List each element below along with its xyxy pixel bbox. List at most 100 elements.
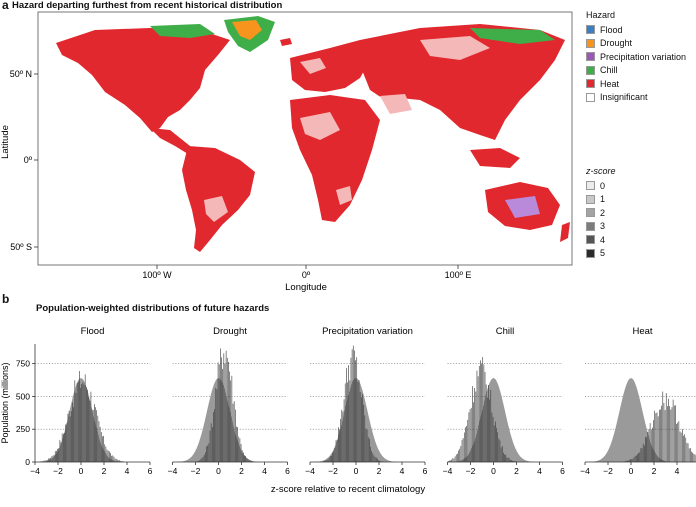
histogram-bar bbox=[626, 460, 628, 462]
zscore-legend-item: 1 bbox=[586, 193, 616, 207]
histogram-bar bbox=[351, 349, 353, 462]
map-x-tick-label: 100º E bbox=[445, 270, 472, 280]
x-tick-label: 6 bbox=[148, 466, 153, 476]
map-axes: 100º W 0º 100º E 50º N 0º 50º S Longitude Latit… bbox=[0, 69, 471, 293]
histogram-bar bbox=[362, 394, 363, 462]
histogram-bar bbox=[630, 459, 631, 462]
x-tick-label: 2 bbox=[652, 466, 657, 476]
histogram-bar bbox=[371, 450, 372, 462]
histogram-bar bbox=[472, 386, 473, 462]
histogram-bar bbox=[647, 432, 649, 462]
histogram-bar bbox=[213, 412, 214, 462]
zscore-legend-label: 0 bbox=[600, 180, 606, 191]
histogram-bar bbox=[485, 384, 487, 462]
distribution-panel: −4−20246Heat bbox=[580, 326, 696, 476]
histogram-bar bbox=[226, 357, 228, 462]
histogram-bar bbox=[82, 382, 84, 462]
hazard-legend-swatch bbox=[586, 92, 595, 102]
x-tick-label: −2 bbox=[603, 466, 613, 476]
histogram-bar bbox=[236, 426, 237, 462]
histogram-bar bbox=[65, 424, 66, 462]
map-y-tick-label: 0º bbox=[24, 155, 33, 165]
histogram-bar bbox=[94, 404, 95, 462]
histogram-bar bbox=[329, 456, 331, 462]
histogram-bar bbox=[120, 460, 122, 462]
panel-b-letter: b bbox=[2, 292, 10, 306]
histogram-bar bbox=[656, 412, 658, 462]
x-tick-label: −2 bbox=[191, 466, 201, 476]
hazard-legend-label: Flood bbox=[600, 24, 623, 35]
histogram-bar bbox=[328, 458, 330, 462]
histogram-bar bbox=[338, 427, 339, 462]
histogram-bar bbox=[77, 381, 79, 462]
histogram-bar bbox=[251, 461, 252, 462]
histogram-bar bbox=[220, 348, 221, 462]
map-y-tick-label: 50º S bbox=[10, 242, 32, 252]
x-tick-label: 0 bbox=[354, 466, 359, 476]
histogram-bar bbox=[103, 435, 104, 462]
hazard-legend-swatch bbox=[586, 38, 595, 48]
histogram-bar bbox=[682, 429, 683, 462]
histogram-bar bbox=[59, 440, 61, 462]
panel-title: Heat bbox=[632, 326, 652, 337]
histogram-bar bbox=[221, 357, 222, 462]
histogram-bar bbox=[346, 368, 347, 462]
histogram-bar bbox=[688, 448, 690, 462]
histogram-bar bbox=[513, 460, 515, 462]
histogram-bar bbox=[44, 460, 46, 462]
europe bbox=[290, 40, 370, 92]
x-tick-label: 6 bbox=[560, 466, 565, 476]
histogram-bar bbox=[379, 460, 381, 462]
histogram-bar bbox=[229, 371, 230, 462]
histogram-bar bbox=[492, 416, 494, 462]
histogram-bar bbox=[458, 450, 459, 462]
histogram-bar bbox=[677, 422, 679, 462]
x-tick-label: −2 bbox=[466, 466, 476, 476]
histogram-bar bbox=[246, 458, 248, 462]
histogram-bar bbox=[244, 455, 245, 462]
x-tick-label: −4 bbox=[443, 466, 453, 476]
histogram-bar bbox=[366, 429, 368, 462]
histogram-bar bbox=[380, 461, 382, 462]
histogram-bar bbox=[667, 406, 668, 462]
hazard-legend-swatch bbox=[586, 52, 595, 62]
histogram-bar bbox=[71, 411, 72, 462]
histogram-bar bbox=[459, 448, 461, 462]
histogram-bar bbox=[480, 360, 481, 462]
histogram-bar bbox=[377, 458, 378, 462]
histogram-bar bbox=[325, 460, 326, 462]
histogram-bar bbox=[634, 455, 636, 462]
panel-a-letter: a bbox=[2, 0, 9, 12]
histogram-bar bbox=[111, 455, 112, 462]
histogram-bar bbox=[342, 411, 344, 462]
histogram-bar bbox=[464, 432, 465, 462]
histogram-bar bbox=[79, 371, 80, 462]
histogram-bar bbox=[243, 452, 244, 462]
histogram-bar bbox=[340, 418, 341, 462]
x-tick-label: 6 bbox=[423, 466, 428, 476]
hazard-legend-title: Hazard bbox=[586, 10, 616, 20]
histogram-bar bbox=[112, 455, 114, 462]
histogram-bar bbox=[99, 426, 101, 462]
histogram-bar bbox=[113, 456, 115, 462]
histogram-bar bbox=[657, 416, 659, 462]
distribution-x-axis-label: z-score relative to recent climatology bbox=[271, 484, 425, 495]
hazard-legend-label: Precipitation variation bbox=[600, 51, 687, 62]
southeast-asia-islands bbox=[470, 148, 520, 168]
histogram-bar bbox=[636, 455, 637, 462]
histogram-bar bbox=[66, 423, 68, 462]
histogram-bar bbox=[121, 460, 123, 462]
zscore-legend-label: 5 bbox=[600, 248, 606, 259]
zscore-legend-swatch bbox=[586, 194, 595, 204]
histogram-bar bbox=[232, 403, 234, 462]
histogram-bar bbox=[375, 457, 377, 462]
panel-title: Precipitation variation bbox=[322, 326, 413, 337]
histogram-bar bbox=[336, 439, 338, 462]
reference-distribution bbox=[35, 378, 150, 462]
histogram-bar bbox=[326, 459, 328, 462]
histogram-bar bbox=[241, 450, 243, 462]
histogram-bar bbox=[324, 460, 325, 462]
x-tick-label: 2 bbox=[102, 466, 107, 476]
histogram-bar bbox=[49, 458, 50, 462]
histogram-bar bbox=[228, 361, 229, 462]
